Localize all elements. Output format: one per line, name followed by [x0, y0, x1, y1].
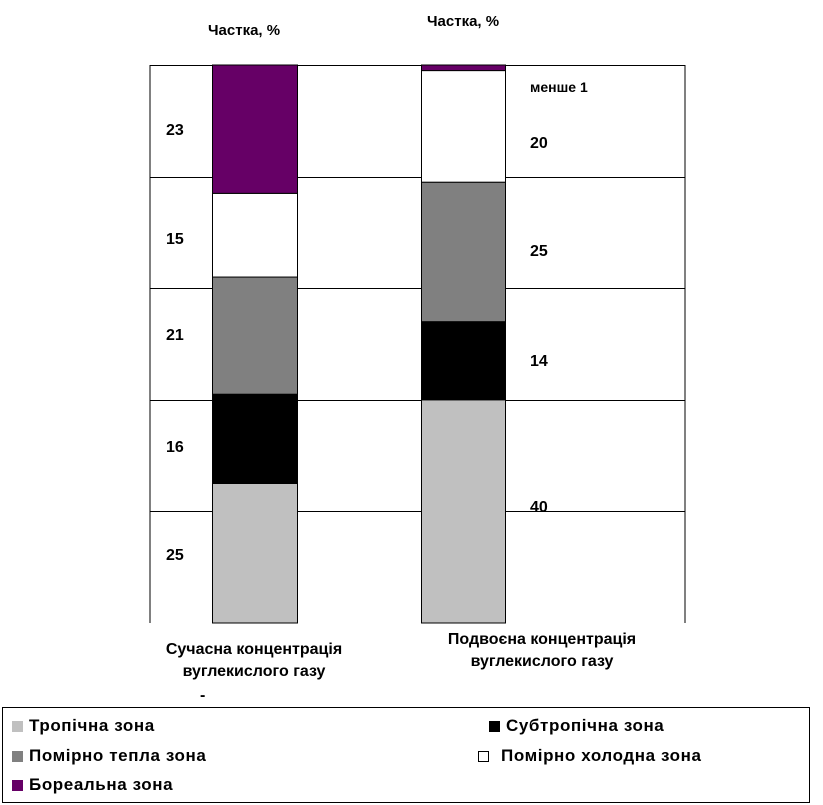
bar-segment-1-3 [421, 70, 506, 183]
data-label-left-0: 25 [166, 547, 184, 564]
legend-swatch-boreal [12, 779, 23, 791]
data-label-right-1: 14 [530, 353, 548, 370]
bar-segment-0-1 [212, 393, 298, 484]
legend-label-tropical: Тропічна зона [29, 716, 155, 735]
category-label-left-line1: Сучасна концентрація [166, 641, 342, 658]
bar-segment-0-2 [212, 276, 298, 395]
category-label-right-line1: Подвоєна концентрація [448, 631, 636, 648]
legend-swatch-warm-temperate [12, 750, 23, 762]
footnote-mark: - [200, 687, 205, 704]
legend-label-subtropical: Субтропічна зона [506, 716, 665, 735]
legend: Тропічна зона Субтропічна зона Помірно т… [2, 707, 810, 803]
data-label-left-1: 16 [166, 439, 184, 456]
header-label-left: Частка, % [208, 22, 280, 39]
data-label-right-0: 40 [530, 499, 548, 516]
category-label-right-line2: вуглекислого газу [471, 653, 614, 670]
legend-item-warm-temperate: Помірно тепла зона [12, 746, 206, 766]
header-label-right: Частка, % [427, 13, 499, 30]
bar-segment-0-3 [212, 192, 298, 278]
bar-segment-0-4 [212, 64, 298, 194]
bar-segment-1-1 [421, 321, 506, 401]
legend-item-subtropical: Субтропічна зона [489, 716, 664, 736]
data-label-right-2: 25 [530, 243, 548, 260]
stacked-bar-chart: 25 16 21 15 23 40 14 25 20 менше 1 Частка, % Част… [149, 13, 686, 704]
bars [212, 64, 506, 624]
legend-item-tropical: Тропічна зона [12, 716, 155, 736]
data-label-right-3: 20 [530, 135, 548, 152]
bar-segment-0-0 [212, 483, 298, 624]
legend-swatch-cool-temperate [478, 750, 489, 762]
legend-swatch-subtropical [489, 720, 500, 732]
legend-item-cool-temperate: Помірно холодна зона [478, 746, 702, 766]
data-label-left-4: 23 [166, 122, 184, 139]
legend-label-boreal: Бореальна зона [29, 775, 174, 794]
legend-label-warm-temperate: Помірно тепла зона [29, 746, 207, 765]
legend-item-boreal: Бореальна зона [12, 775, 173, 795]
data-label-right-4: менше 1 [530, 79, 588, 95]
data-label-left-3: 15 [166, 231, 184, 248]
category-label-left-line2: вуглекислого газу [183, 663, 326, 680]
data-label-left-2: 21 [166, 327, 184, 344]
data-labels: 25 16 21 15 23 40 14 25 20 менше 1 [166, 79, 588, 564]
legend-label-cool-temperate: Помірно холодна зона [501, 746, 702, 765]
bar-segment-1-4 [421, 64, 506, 72]
legend-swatch-tropical [12, 720, 23, 732]
bar-segment-1-0 [421, 399, 506, 624]
bar-segment-1-2 [421, 181, 506, 323]
